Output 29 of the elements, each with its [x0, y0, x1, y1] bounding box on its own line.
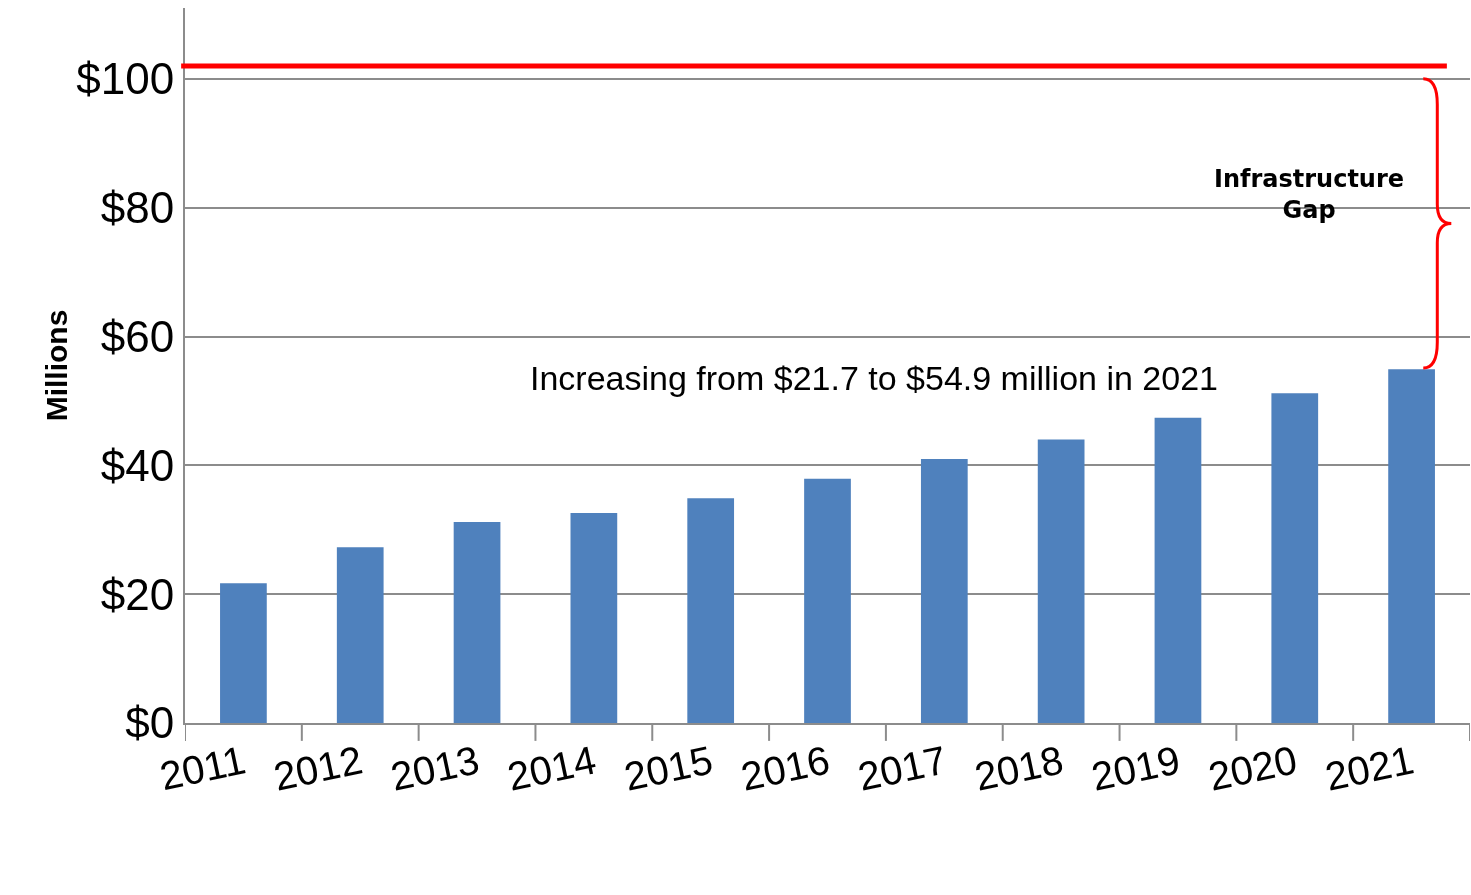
x-tick-label: 2017: [853, 737, 951, 799]
x-tick-label: 2015: [620, 737, 717, 799]
bar: [1388, 369, 1435, 723]
annotation: Increasing from $21.7 to $54.9 million in 2021: [530, 359, 1218, 397]
bar: [336, 547, 384, 723]
bar: [570, 513, 618, 723]
bar: [220, 583, 267, 723]
y-tick-label: $60: [100, 311, 175, 361]
x-tick-label: 2021: [1321, 737, 1418, 799]
bar: [920, 458, 968, 723]
bar: [1271, 393, 1319, 723]
x-tick-label: 2020: [1204, 737, 1301, 799]
bar: [1037, 439, 1085, 723]
y-tick-label: $40: [100, 440, 175, 490]
x-tick-label: 2016: [737, 737, 834, 799]
x-tick-label: 2013: [386, 737, 483, 799]
x-tick-label: 2019: [1087, 737, 1184, 799]
y-axis-title: Millions: [39, 309, 73, 422]
bar: [804, 478, 851, 723]
x-tick-label: 2018: [970, 737, 1067, 799]
bar: [453, 522, 501, 723]
x-tick-label: 2014: [503, 737, 600, 799]
annotation: Infrastructure Gap: [1214, 165, 1405, 225]
y-tick-label: $100: [76, 54, 175, 104]
bar: [687, 498, 735, 723]
y-tick-label: $20: [100, 569, 175, 619]
x-tick-label: 2012: [269, 737, 367, 799]
y-tick-label: $80: [100, 183, 175, 233]
bar: [1154, 417, 1202, 723]
